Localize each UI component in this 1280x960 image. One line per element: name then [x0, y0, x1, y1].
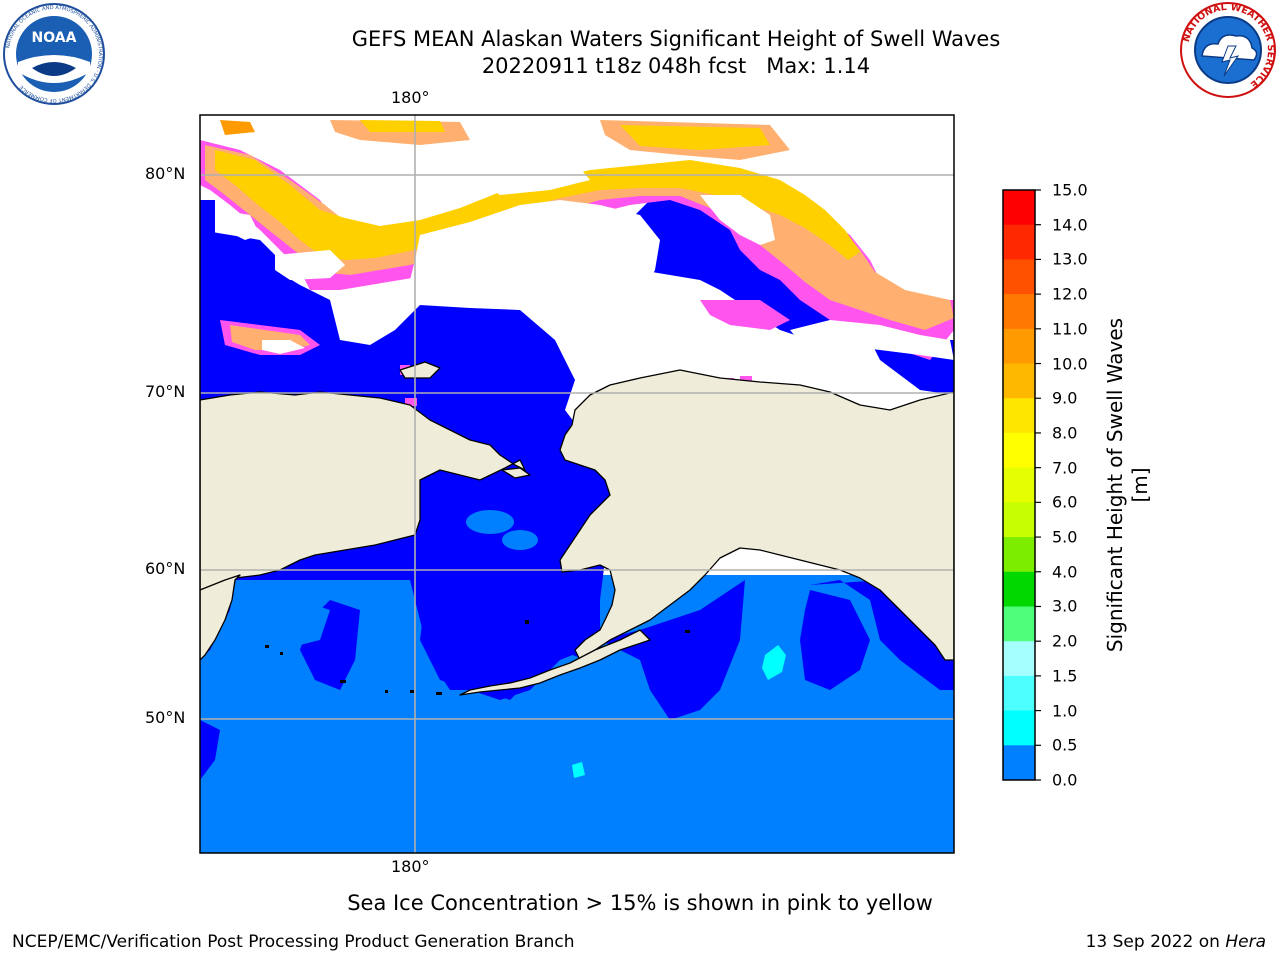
land-wrangel	[399, 361, 441, 379]
colorbar-segment	[1003, 710, 1035, 746]
colorbar-tick-label: 6.0	[1052, 492, 1078, 512]
colorbar-tick-label: 8.0	[1052, 423, 1078, 443]
colorbar-segment	[1003, 675, 1035, 712]
land-kamchatka	[200, 574, 241, 661]
footer-date: 13 Sep 2022 on Hera	[1085, 932, 1266, 952]
aleutian-islands	[265, 620, 690, 695]
graticule	[200, 115, 954, 853]
colorbar-segment	[1003, 224, 1035, 260]
colorbar-title: Significant Height of Swell Waves [m]	[1103, 317, 1152, 653]
lat-label-70: 70°N	[145, 382, 186, 401]
map-title: GEFS MEAN Alaskan Waters Significant Hei…	[351, 27, 1001, 51]
colorbar-segment	[1003, 432, 1035, 469]
colorbar-tick-label: 12.0	[1052, 284, 1088, 304]
colorbar-segment	[1003, 502, 1035, 538]
top-lon-label: 180°	[391, 88, 430, 107]
colorbar-tick-label: 7.0	[1052, 458, 1078, 478]
colorbar-tick-label: 4.0	[1052, 562, 1078, 582]
colorbar-tick-label: 5.0	[1052, 527, 1078, 547]
colorbar-tick-label: 11.0	[1052, 319, 1088, 339]
sea-ice-concentration	[200, 120, 954, 360]
nws-logo: NATIONAL WEATHER SERVICE	[1180, 2, 1276, 98]
ocean-swell-0.5-1.0-patches	[240, 510, 538, 650]
footer-host: Hera	[1225, 932, 1266, 952]
colorbar-tick-label: 1.0	[1052, 701, 1078, 721]
colorbar-segment	[1003, 571, 1035, 607]
ocean-swell-1.0-1.5	[572, 645, 786, 778]
colorbar	[1002, 189, 1041, 781]
lat-label-50: 50°N	[145, 708, 186, 727]
land-siberia	[200, 391, 526, 591]
colorbar-segment	[1003, 537, 1035, 573]
land-areas	[200, 361, 954, 696]
footer-credit: NCEP/EMC/Verification Post Processing Pr…	[12, 932, 575, 952]
colorbar-segment	[1003, 641, 1035, 677]
sea-ice-note: Sea Ice Concentration > 15% is shown in …	[347, 891, 933, 915]
noaa-logo: NOAA NATIONAL OCEANIC AND ATMOSPHERIC AD…	[3, 3, 105, 105]
colorbar-tick-label: 3.0	[1052, 596, 1078, 616]
bottom-lon-label: 180°	[391, 857, 430, 876]
map-frame	[199, 114, 955, 854]
colorbar-segment	[1003, 606, 1035, 642]
colorbar-segment	[1003, 328, 1035, 365]
colorbar-tick-label: 0.0	[1052, 770, 1078, 790]
colorbar-segment	[1003, 190, 1035, 226]
noaa-logo-text: NOAA	[32, 30, 77, 46]
map-subtitle: 20220911 t18z 048h fcst Max: 1.14	[481, 54, 871, 78]
ocean-swell-0.5-1.0	[200, 575, 954, 853]
colorbar-tick-label: 0.5	[1052, 735, 1078, 755]
colorbar-tick-label: 2.0	[1052, 631, 1078, 651]
land-st-lawrence	[501, 467, 531, 479]
colorbar-tick-label: 1.5	[1052, 666, 1078, 686]
colorbar-frame	[1002, 189, 1036, 781]
colorbar-tick-label: 10.0	[1052, 354, 1088, 374]
colorbar-tick-label: 9.0	[1052, 388, 1078, 408]
colorbar-tick-label: 13.0	[1052, 249, 1088, 269]
land-alaska	[559, 369, 954, 661]
colorbar-segment	[1003, 467, 1035, 503]
land-alaska-peninsula	[459, 629, 651, 696]
colorbar-segment	[1003, 745, 1035, 781]
lat-label-60: 60°N	[145, 559, 186, 578]
colorbar-segment	[1003, 363, 1035, 399]
lat-label-80: 80°N	[145, 164, 186, 183]
colorbar-tick-label: 15.0	[1052, 180, 1088, 200]
colorbar-tick-label: 14.0	[1052, 215, 1088, 235]
colorbar-segment	[1003, 398, 1035, 434]
colorbar-segment	[1003, 259, 1035, 295]
colorbar-segment	[1003, 294, 1035, 330]
